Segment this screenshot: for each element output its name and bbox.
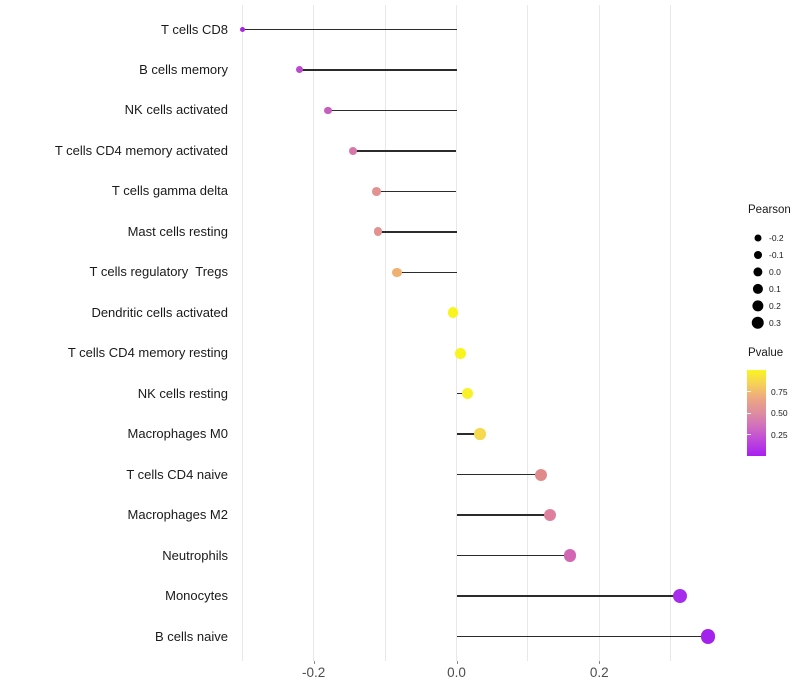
x-tick-label: -0.2: [302, 665, 326, 680]
lollipop-segment: [456, 433, 481, 435]
x-tick-mark: [599, 661, 601, 664]
category-label: T cells CD4 memory resting: [67, 345, 228, 361]
lollipop-dot: [295, 66, 303, 74]
category-label: T cells gamma delta: [111, 183, 228, 199]
gridline: [384, 5, 386, 661]
lollipop-segment: [456, 514, 551, 516]
lollipop-segment: [242, 28, 457, 31]
category-label: T cells CD4 naive: [126, 466, 228, 482]
gridline: [241, 5, 243, 661]
category-label: Dendritic cells activated: [91, 304, 228, 320]
lollipop-segment: [376, 190, 457, 193]
size-legend-dot: [749, 263, 766, 280]
size-legend-title: Pearson: [748, 204, 791, 216]
color-legend-title: Pvalue: [748, 347, 784, 359]
lollipop-segment: [352, 150, 457, 152]
lollipop-segment: [456, 595, 680, 597]
gridline: [598, 5, 600, 661]
x-tick-label: 0.2: [589, 665, 609, 680]
x-tick-mark: [456, 661, 458, 664]
lollipop-dot: [348, 146, 358, 155]
size-legend-label: -0.2: [769, 232, 784, 243]
lollipop-dot: [563, 549, 577, 562]
x-tick-mark: [313, 661, 315, 664]
size-legend-dot: [749, 229, 766, 246]
category-label: NK cells activated: [124, 102, 228, 118]
gridline: [456, 5, 457, 661]
category-label: B cells memory: [139, 61, 228, 77]
category-label: Mast cells resting: [127, 223, 228, 239]
lollipop-segment: [456, 554, 571, 557]
gridline: [527, 5, 529, 661]
lollipop-dot: [461, 388, 473, 400]
colorbar-tick-label: 0.25: [771, 429, 788, 440]
lollipop-dot: [535, 468, 548, 481]
lollipop-dot: [454, 347, 466, 359]
lollipop-segment: [397, 271, 457, 274]
lollipop-dot: [447, 307, 459, 319]
size-legend-label: 0.0: [769, 266, 781, 277]
lollipop-segment: [377, 231, 457, 233]
colorbar-tick: [747, 391, 751, 393]
x-tick-label: 0.0: [447, 665, 466, 680]
lollipop-dot: [700, 629, 716, 644]
lollipop-dot: [543, 509, 557, 522]
colorbar-tick-label: 0.75: [771, 386, 788, 397]
colorbar-tick: [747, 412, 751, 414]
category-label: B cells naive: [155, 628, 228, 644]
plot-panel: [233, 5, 725, 661]
size-legend-dot: [749, 280, 766, 297]
category-label: NK cells resting: [137, 385, 228, 401]
size-legend-dot: [749, 297, 766, 314]
lollipop-segment: [456, 635, 708, 638]
lollipop-dot: [373, 227, 383, 237]
lollipop-segment: [327, 109, 457, 112]
size-legend-label: -0.1: [769, 249, 784, 260]
colorbar-tick: [747, 434, 751, 436]
category-label: Macrophages M2: [127, 507, 228, 523]
lollipop-dot: [324, 106, 332, 115]
gridline: [670, 5, 672, 661]
lollipop-dot: [239, 26, 246, 33]
colorbar-tick-label: 0.50: [771, 408, 788, 418]
lollipop-dot: [474, 428, 486, 440]
size-legend-dot: [749, 314, 766, 331]
lollipop-segment: [299, 69, 457, 71]
lollipop-dot: [392, 267, 402, 278]
lollipop-dot: [372, 186, 381, 196]
category-label: T cells CD4 memory activated: [54, 142, 228, 158]
category-label: T cells CD8: [161, 21, 228, 37]
size-legend-label: 0.1: [769, 283, 781, 294]
category-label: Monocytes: [165, 588, 228, 604]
size-legend-dot: [749, 246, 766, 263]
lollipop-dot: [673, 589, 687, 604]
size-legend-label: 0.2: [769, 300, 781, 311]
category-label: Neutrophils: [162, 547, 228, 563]
category-label: T cells regulatory Tregs: [89, 264, 228, 280]
lollipop-segment: [456, 473, 542, 476]
gridline: [313, 5, 315, 661]
category-label: Macrophages M0: [127, 426, 228, 442]
pvalue-colorbar: [747, 370, 766, 456]
size-legend-label: 0.3: [769, 317, 781, 328]
